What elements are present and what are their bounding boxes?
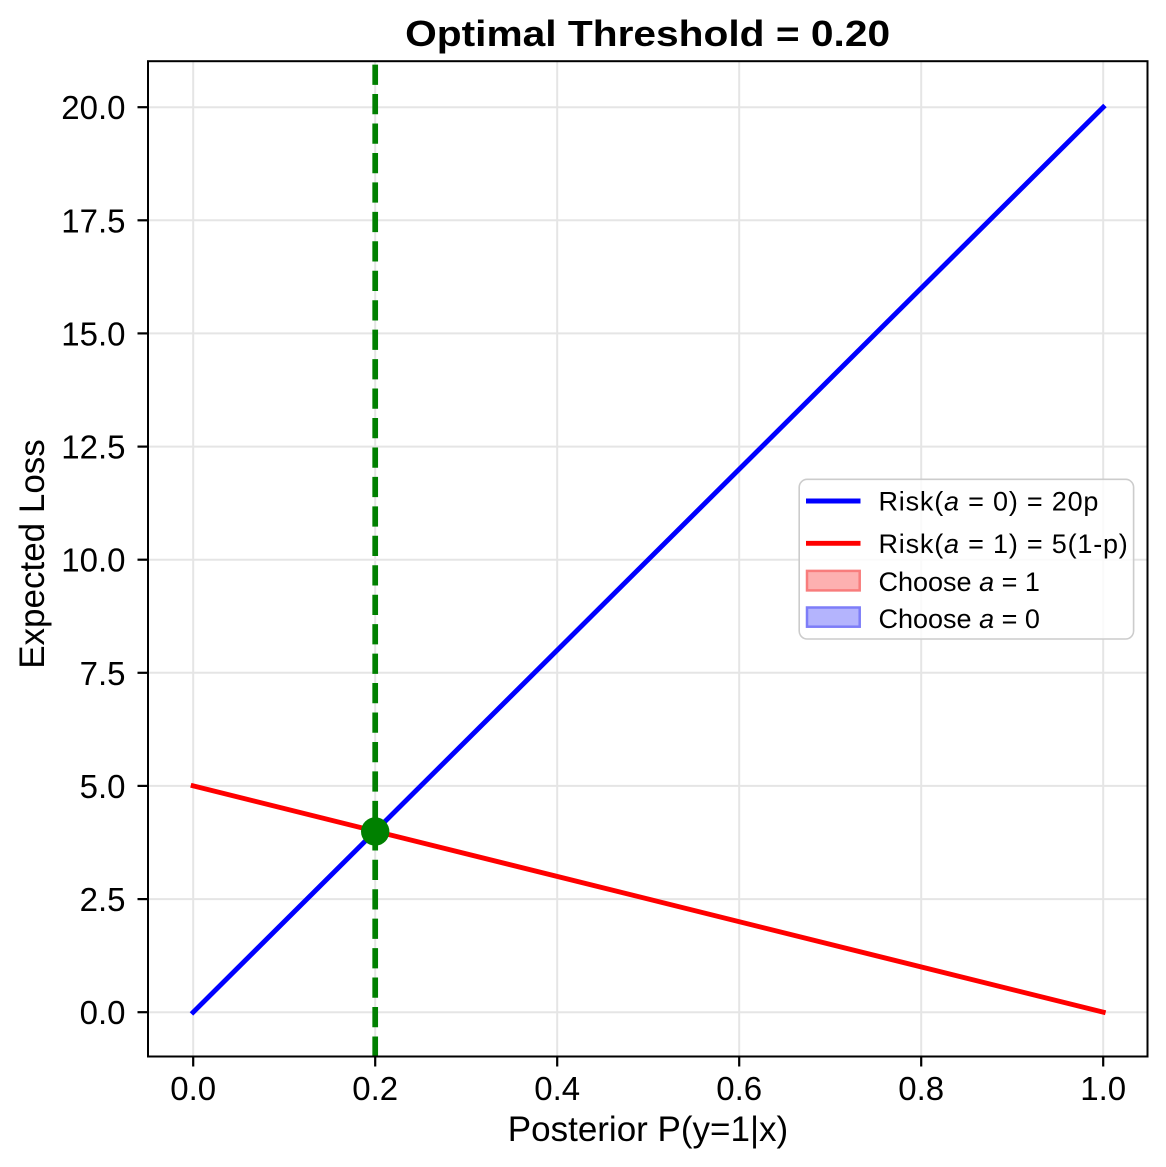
svg-text:Choose a = 1: Choose a = 1 (879, 567, 1040, 597)
svg-text:Choose a = 0: Choose a = 0 (879, 604, 1040, 634)
svg-text:0.0: 0.0 (170, 1070, 216, 1107)
svg-text:2.5: 2.5 (80, 881, 126, 918)
svg-text:0.8: 0.8 (898, 1070, 944, 1107)
svg-text:0.6: 0.6 (716, 1070, 762, 1107)
svg-text:7.5: 7.5 (80, 655, 126, 692)
svg-text:0.4: 0.4 (534, 1070, 580, 1107)
svg-text:1.0: 1.0 (1080, 1070, 1126, 1107)
svg-text:0.2: 0.2 (352, 1070, 398, 1107)
svg-text:17.5: 17.5 (61, 202, 125, 239)
svg-text:12.5: 12.5 (61, 429, 125, 466)
svg-text:5.0: 5.0 (80, 768, 126, 805)
svg-text:20.0: 20.0 (61, 89, 125, 126)
svg-text:Risk(a = 1) = 5(1-p): Risk(a = 1) = 5(1-p) (879, 529, 1129, 559)
svg-text:Optimal Threshold = 0.20: Optimal Threshold = 0.20 (405, 13, 890, 54)
svg-text:Posterior P(y=1|x): Posterior P(y=1|x) (508, 1110, 788, 1149)
svg-text:0.0: 0.0 (80, 994, 126, 1031)
svg-text:Expected Loss: Expected Loss (13, 439, 52, 669)
svg-text:Risk(a = 0) = 20p: Risk(a = 0) = 20p (879, 486, 1100, 516)
svg-text:10.0: 10.0 (61, 542, 125, 579)
svg-text:15.0: 15.0 (61, 315, 125, 352)
